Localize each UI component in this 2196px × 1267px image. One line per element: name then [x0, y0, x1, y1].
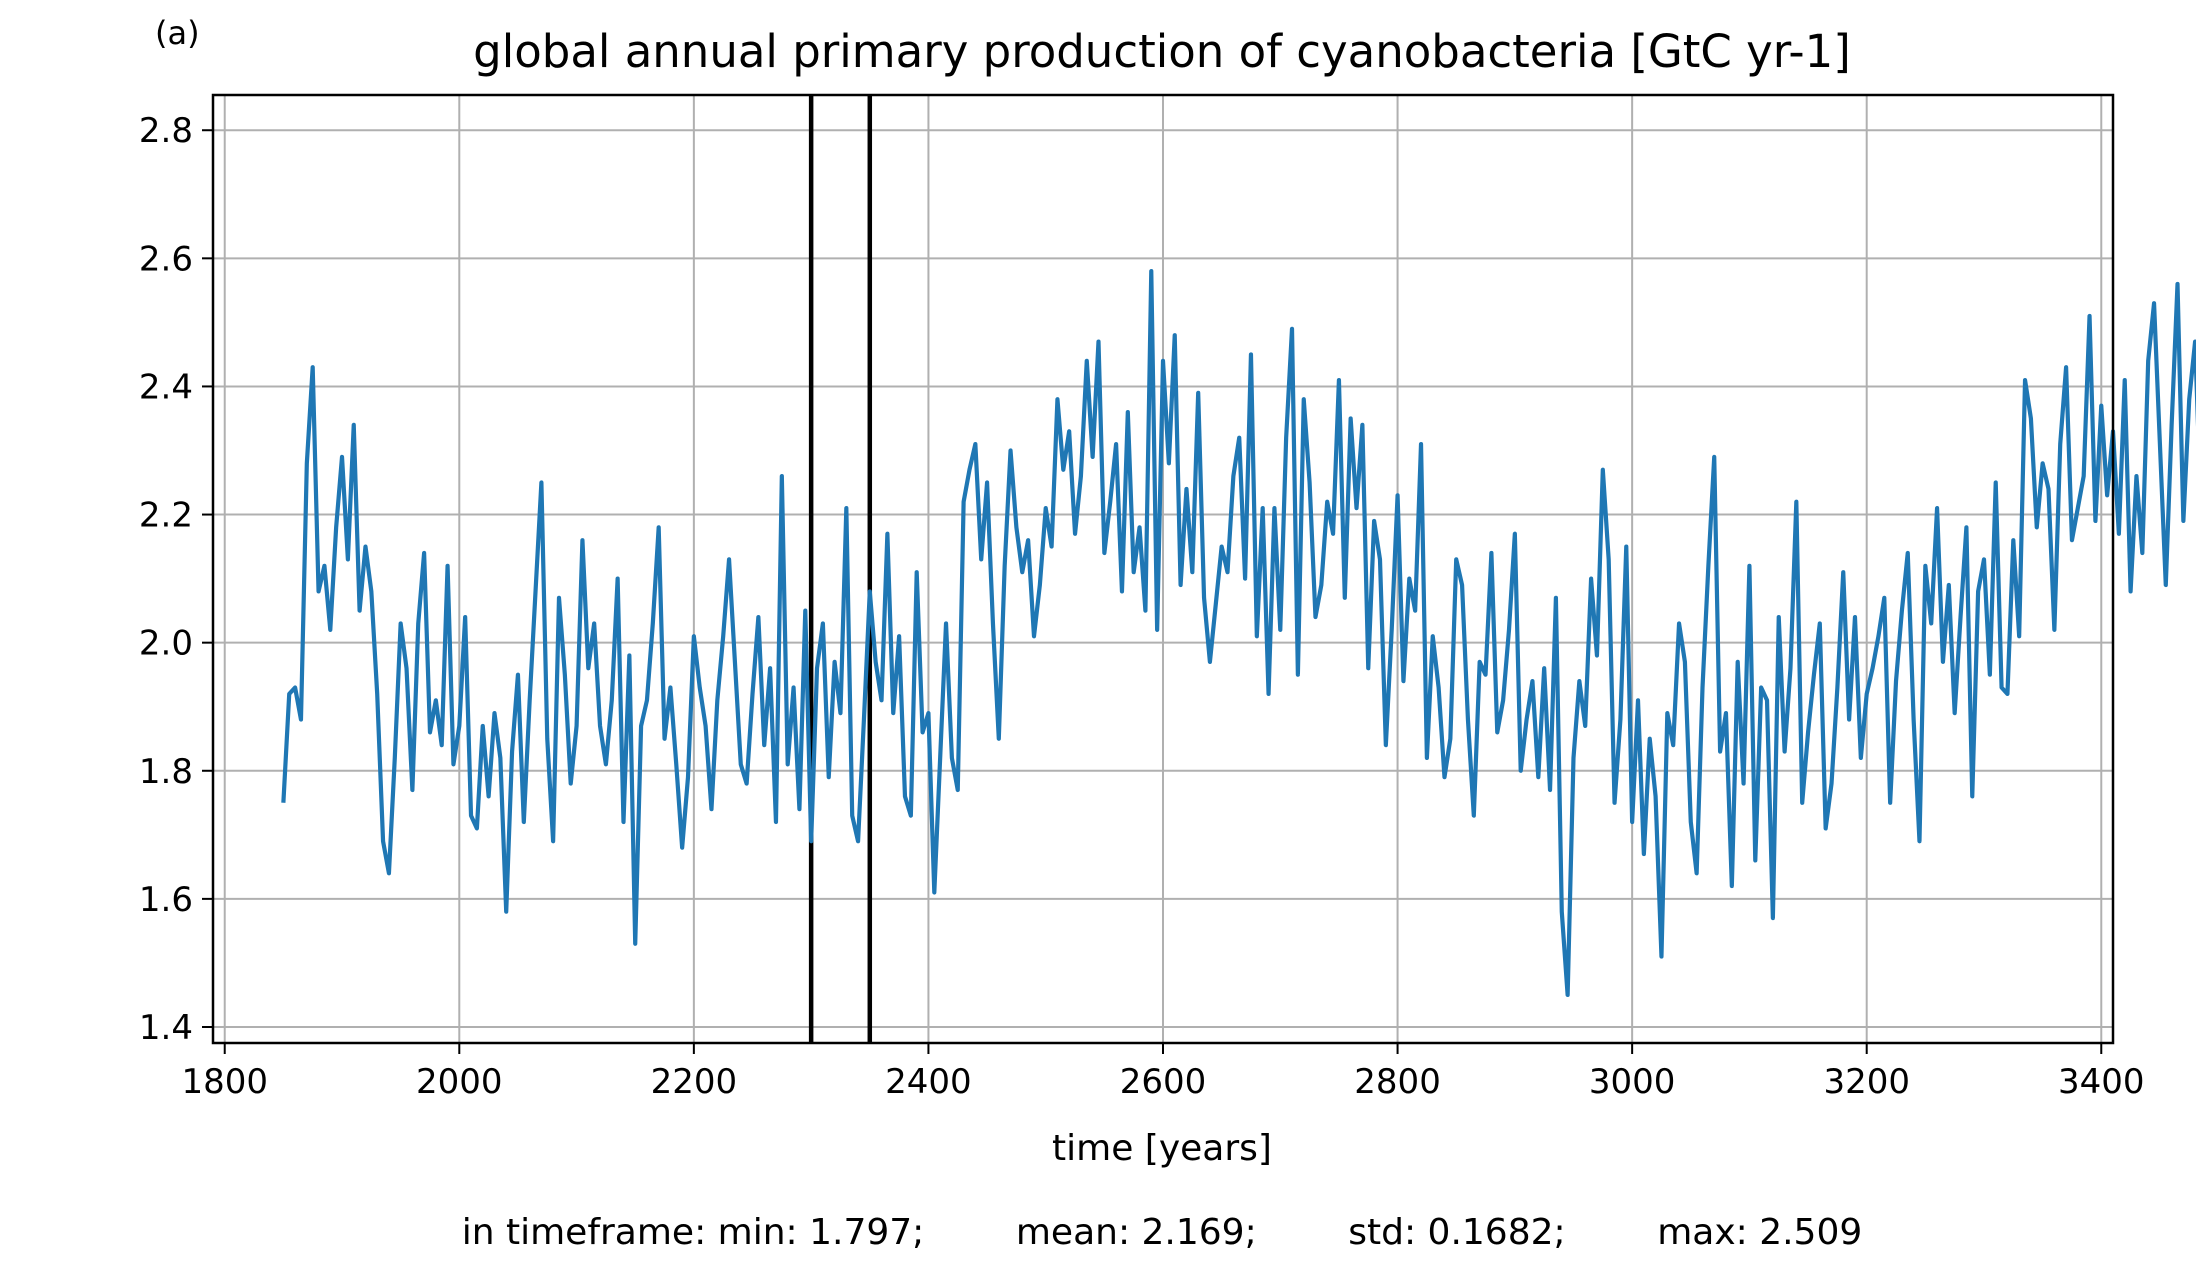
x-tick-label: 1800	[181, 1062, 268, 1102]
y-tick-label: 2.0	[139, 624, 193, 664]
reference-lines	[808, 95, 873, 1043]
x-tick-label: 2200	[651, 1062, 738, 1102]
x-tick-label: 3000	[1589, 1062, 1676, 1102]
x-tick-label: 2600	[1120, 1062, 1207, 1102]
x-axis-label: time [years]	[1052, 1128, 1272, 1169]
x-tick-label: 2800	[1354, 1062, 1441, 1102]
series-line	[281, 269, 2196, 998]
x-tick-label: 3400	[2058, 1062, 2145, 1102]
y-axis-ticks: 1.4 1.6 1.8 2.0 2.2 2.4 2.6 2.8	[139, 111, 213, 1048]
y-tick-label: 2.4	[139, 367, 193, 407]
y-tick-label: 2.6	[139, 239, 193, 279]
x-tick-label: 2400	[885, 1062, 972, 1102]
y-tick-label: 2.8	[139, 111, 193, 151]
y-tick-label: 2.2	[139, 496, 193, 536]
footer-stats: in timeframe: min: 1.797; mean: 2.169; s…	[462, 1212, 1863, 1253]
x-tick-label: 3200	[1823, 1062, 1910, 1102]
y-tick-label: 1.4	[139, 1008, 193, 1048]
y-tick-label: 1.8	[139, 752, 193, 792]
panel-label: (a)	[155, 14, 200, 52]
x-tick-label: 2000	[416, 1062, 503, 1102]
chart-title: global annual primary production of cyan…	[473, 25, 1851, 78]
y-tick-label: 1.6	[139, 880, 193, 920]
series-layer	[281, 269, 2196, 998]
x-axis-ticks: 1800 2000 2200 2400 2600 2800 3000 3200 3400	[181, 1043, 2145, 1102]
